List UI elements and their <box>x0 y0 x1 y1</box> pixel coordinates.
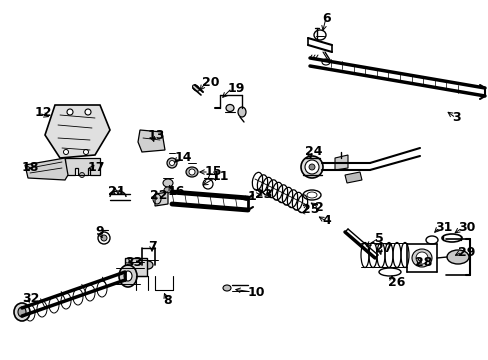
Text: 3: 3 <box>451 112 460 125</box>
Text: 22: 22 <box>150 189 167 202</box>
Ellipse shape <box>163 187 172 193</box>
Text: 10: 10 <box>247 285 265 298</box>
Ellipse shape <box>189 169 195 175</box>
Polygon shape <box>45 105 110 158</box>
Text: 26: 26 <box>387 275 405 288</box>
Ellipse shape <box>308 164 314 170</box>
Text: 31: 31 <box>434 221 451 234</box>
Text: 33: 33 <box>125 256 142 269</box>
Text: 17: 17 <box>88 162 105 175</box>
Ellipse shape <box>305 160 318 174</box>
Ellipse shape <box>192 85 199 91</box>
Text: 15: 15 <box>204 166 222 179</box>
Text: 20: 20 <box>202 76 219 89</box>
Text: 14: 14 <box>175 152 192 165</box>
Ellipse shape <box>85 109 91 115</box>
Ellipse shape <box>167 158 177 168</box>
Ellipse shape <box>223 285 230 291</box>
Text: 2: 2 <box>314 202 323 215</box>
Text: 8: 8 <box>163 293 171 306</box>
Ellipse shape <box>80 172 84 177</box>
Text: 21: 21 <box>108 185 125 198</box>
Ellipse shape <box>411 249 431 267</box>
Ellipse shape <box>446 250 468 264</box>
Text: 6: 6 <box>321 12 330 24</box>
Text: 7: 7 <box>148 240 157 253</box>
Text: 5: 5 <box>374 231 383 244</box>
Bar <box>125 258 147 276</box>
Polygon shape <box>345 172 361 183</box>
Ellipse shape <box>119 265 137 287</box>
Ellipse shape <box>124 271 132 281</box>
Ellipse shape <box>63 149 68 154</box>
Polygon shape <box>155 192 168 206</box>
Text: 4: 4 <box>321 215 330 228</box>
Text: 11: 11 <box>212 171 229 184</box>
Text: 27: 27 <box>374 242 392 255</box>
Text: 32: 32 <box>22 292 40 305</box>
Text: 16: 16 <box>168 185 185 198</box>
Text: 30: 30 <box>457 221 474 234</box>
Text: 12: 12 <box>35 107 52 120</box>
Ellipse shape <box>101 235 107 241</box>
Text: 19: 19 <box>227 81 245 94</box>
Ellipse shape <box>14 303 30 321</box>
Polygon shape <box>334 155 347 170</box>
Ellipse shape <box>225 104 234 112</box>
Ellipse shape <box>185 167 198 177</box>
Ellipse shape <box>313 30 325 40</box>
Text: 18: 18 <box>22 162 40 175</box>
Polygon shape <box>65 158 100 175</box>
Text: 1: 1 <box>247 190 256 203</box>
Text: 13: 13 <box>148 130 165 143</box>
Text: 25: 25 <box>302 203 319 216</box>
Ellipse shape <box>415 252 427 264</box>
Text: 9: 9 <box>95 225 103 238</box>
Text: 23: 23 <box>254 189 272 202</box>
Ellipse shape <box>142 261 153 269</box>
Polygon shape <box>138 130 164 152</box>
Ellipse shape <box>67 109 73 115</box>
Text: 24: 24 <box>305 145 322 158</box>
Text: 29: 29 <box>457 246 474 258</box>
Ellipse shape <box>238 107 245 117</box>
Polygon shape <box>25 158 68 180</box>
Ellipse shape <box>169 161 174 166</box>
Ellipse shape <box>163 179 173 187</box>
Text: 28: 28 <box>414 256 431 269</box>
Ellipse shape <box>83 149 88 154</box>
Ellipse shape <box>18 307 26 317</box>
Ellipse shape <box>301 156 323 178</box>
